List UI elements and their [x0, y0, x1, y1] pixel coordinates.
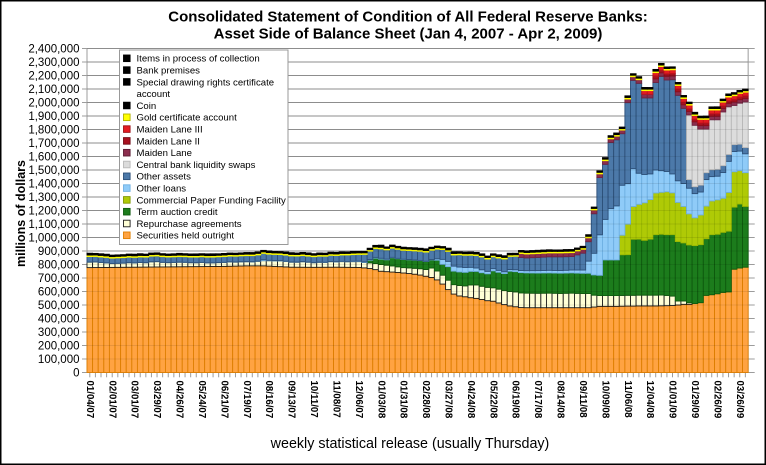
- svg-text:01/03/08: 01/03/08: [375, 381, 386, 419]
- svg-text:2,000,000: 2,000,000: [28, 98, 79, 110]
- svg-text:08/16/07: 08/16/07: [263, 381, 274, 419]
- svg-text:06/21/07: 06/21/07: [218, 381, 229, 419]
- svg-text:07/19/07: 07/19/07: [241, 381, 252, 419]
- svg-text:Central bank liquidity swaps: Central bank liquidity swaps: [137, 160, 256, 171]
- svg-text:Other loans: Other loans: [137, 184, 187, 195]
- svg-text:Bank premises: Bank premises: [137, 66, 201, 77]
- svg-text:1,800,000: 1,800,000: [28, 125, 79, 137]
- svg-text:09/11/08: 09/11/08: [577, 381, 588, 419]
- svg-text:11/08/07: 11/08/07: [330, 381, 341, 418]
- svg-text:2,300,000: 2,300,000: [28, 57, 79, 69]
- svg-text:500,000: 500,000: [38, 300, 80, 312]
- svg-text:1,200,000: 1,200,000: [28, 206, 79, 218]
- svg-text:900,000: 900,000: [38, 246, 80, 258]
- svg-text:1,900,000: 1,900,000: [28, 111, 79, 123]
- svg-text:05/22/08: 05/22/08: [487, 381, 498, 419]
- svg-text:800,000: 800,000: [38, 260, 80, 272]
- svg-text:03/29/07: 03/29/07: [151, 381, 162, 419]
- svg-text:Repurchase agreements: Repurchase agreements: [137, 219, 242, 230]
- svg-text:1,000,000: 1,000,000: [28, 233, 79, 245]
- svg-text:05/24/07: 05/24/07: [196, 381, 207, 419]
- svg-text:02/26/09: 02/26/09: [711, 381, 722, 419]
- svg-text:08/14/08: 08/14/08: [555, 381, 566, 419]
- svg-text:Consolidated Statement of Cond: Consolidated Statement of Condition of A…: [168, 9, 648, 26]
- svg-text:1,500,000: 1,500,000: [28, 165, 79, 177]
- svg-text:300,000: 300,000: [38, 327, 80, 339]
- svg-text:Maiden Lane: Maiden Lane: [137, 148, 192, 159]
- svg-text:100,000: 100,000: [38, 354, 80, 366]
- svg-text:2,400,000: 2,400,000: [28, 44, 79, 56]
- svg-text:account: account: [137, 89, 171, 100]
- svg-text:Gold certificate account: Gold certificate account: [137, 113, 238, 124]
- svg-text:12/06/07: 12/06/07: [353, 381, 364, 419]
- svg-text:01/29/09: 01/29/09: [689, 381, 700, 419]
- svg-text:07/17/08: 07/17/08: [532, 381, 543, 419]
- svg-text:06/19/08: 06/19/08: [510, 381, 521, 419]
- svg-text:Items in process of collection: Items in process of collection: [137, 54, 260, 65]
- svg-text:Securities held outright: Securities held outright: [137, 231, 235, 242]
- svg-text:1,700,000: 1,700,000: [28, 138, 79, 150]
- svg-text:01/01/09: 01/01/09: [667, 381, 678, 419]
- svg-text:04/24/08: 04/24/08: [465, 381, 476, 419]
- svg-text:millions of dollars: millions of dollars: [14, 160, 28, 267]
- svg-text:Special drawing rights certifi: Special drawing rights certificate: [137, 77, 275, 88]
- svg-text:02/01/07: 02/01/07: [106, 381, 117, 419]
- svg-text:400,000: 400,000: [38, 314, 80, 326]
- svg-text:12/04/08: 12/04/08: [644, 381, 655, 419]
- svg-text:Coin: Coin: [137, 101, 157, 112]
- svg-text:Asset Side of Balance Sheet (J: Asset Side of Balance Sheet (Jan 4, 2007…: [214, 26, 603, 43]
- svg-text:1,100,000: 1,100,000: [28, 219, 79, 231]
- svg-text:04/26/07: 04/26/07: [174, 381, 185, 419]
- svg-text:200,000: 200,000: [38, 341, 80, 353]
- svg-text:0: 0: [73, 368, 79, 380]
- svg-text:09/13/07: 09/13/07: [286, 381, 297, 419]
- svg-text:Term auction credit: Term auction credit: [137, 207, 218, 218]
- svg-text:Commercial Paper Funding Facil: Commercial Paper Funding Facility: [137, 195, 286, 206]
- svg-text:03/27/08: 03/27/08: [442, 381, 453, 419]
- svg-text:weekly statistical release (us: weekly statistical release (usually Thur…: [270, 436, 550, 452]
- svg-text:1,400,000: 1,400,000: [28, 179, 79, 191]
- svg-text:11/06/08: 11/06/08: [622, 381, 633, 419]
- svg-text:10/09/08: 10/09/08: [599, 381, 610, 419]
- svg-text:03/26/09: 03/26/09: [734, 381, 745, 419]
- svg-text:10/11/07: 10/11/07: [308, 381, 319, 418]
- svg-text:1,600,000: 1,600,000: [28, 152, 79, 164]
- svg-text:2,200,000: 2,200,000: [28, 71, 79, 83]
- svg-text:Maiden Lane II: Maiden Lane II: [137, 136, 200, 147]
- svg-text:Other assets: Other assets: [137, 172, 192, 183]
- svg-text:700,000: 700,000: [38, 273, 80, 285]
- svg-text:03/01/07: 03/01/07: [129, 381, 140, 419]
- svg-text:600,000: 600,000: [38, 287, 80, 299]
- svg-text:Maiden Lane III: Maiden Lane III: [137, 125, 203, 136]
- svg-text:01/04/07: 01/04/07: [84, 381, 95, 419]
- svg-text:2,100,000: 2,100,000: [28, 84, 79, 96]
- svg-text:01/31/08: 01/31/08: [398, 381, 409, 419]
- svg-text:1,300,000: 1,300,000: [28, 192, 79, 204]
- svg-text:02/28/08: 02/28/08: [420, 381, 431, 419]
